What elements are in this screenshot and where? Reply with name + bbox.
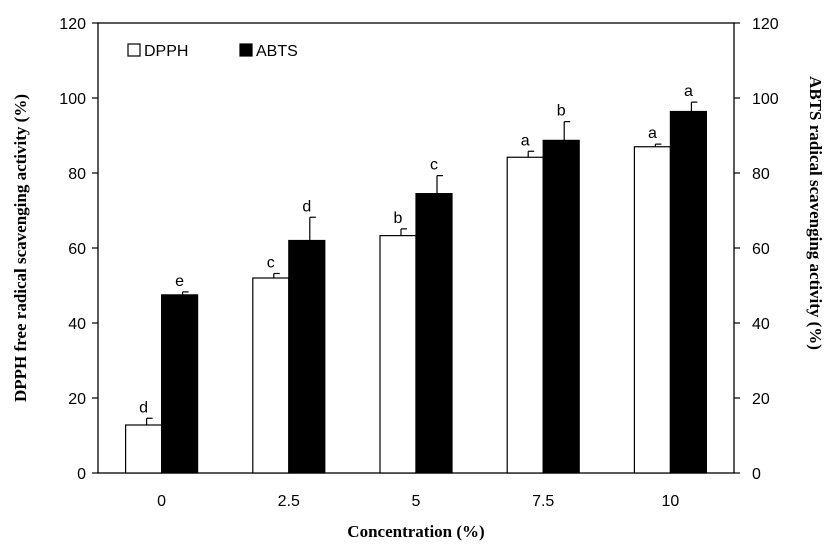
significance-letter-abts-10: a (684, 83, 693, 100)
y-tick-label-right-60: 60 (752, 241, 770, 258)
legend-swatch-abts (239, 43, 253, 57)
bar-abts-10 (669, 110, 708, 474)
y-tick-label-left-40: 40 (68, 316, 86, 333)
significance-letter-dpph-7.5: a (521, 132, 530, 149)
y-tick-label-right-80: 80 (752, 166, 770, 183)
significance-letter-abts-0: e (175, 273, 184, 290)
y-tick-label-left-100: 100 (59, 91, 86, 108)
significance-letter-dpph-5: b (394, 210, 403, 227)
x-tick-label-10: 10 (662, 493, 680, 510)
y-tick-label-left-120: 120 (59, 16, 86, 33)
y-tick-label-left-80: 80 (68, 166, 86, 183)
significance-letter-abts-5: c (430, 157, 438, 174)
bar-abts-2.5 (288, 239, 326, 474)
y-tick-label-right-40: 40 (752, 316, 770, 333)
bars-layer: d e c d b c a b a a (124, 83, 708, 474)
legend-label-abts: ABTS (256, 43, 298, 60)
y-tick-label-left-20: 20 (68, 391, 86, 408)
y-tick-label-right-120: 120 (752, 16, 779, 33)
legend-label-dpph: DPPH (144, 43, 188, 60)
significance-letter-dpph-0: d (139, 399, 148, 416)
bar-dpph-5 (379, 235, 417, 474)
y-tick-label-left-60: 60 (68, 241, 86, 258)
legend: DPPH ABTS (127, 43, 298, 60)
x-tick-label-7.5: 7.5 (532, 493, 554, 510)
bar-abts-7.5 (542, 139, 580, 474)
x-tick-label-5: 5 (412, 493, 421, 510)
significance-letter-dpph-10: a (648, 125, 657, 142)
y-tick-label-right-20: 20 (752, 391, 770, 408)
legend-swatch-dpph (127, 43, 141, 57)
y-tick-label-right-0: 0 (752, 466, 761, 483)
bar-abts-5 (415, 193, 453, 474)
bar-dpph-10 (633, 146, 672, 474)
bar-dpph-7.5 (506, 156, 544, 474)
y-axis-title-right: ABTS radical scavenging activity (%) (806, 76, 825, 350)
x-tick-label-2.5: 2.5 (278, 493, 300, 510)
bar-abts-0 (161, 294, 199, 474)
bar-dpph-0 (124, 424, 163, 474)
y-tick-label-left-0: 0 (77, 466, 86, 483)
y-tick-label-right-100: 100 (752, 91, 779, 108)
x-tick-label-0: 0 (157, 493, 166, 510)
bar-dpph-2.5 (252, 277, 290, 474)
y-axis-title-left: DPPH free radical scavenging activity (%… (11, 94, 30, 402)
significance-letter-abts-7.5: b (557, 103, 566, 120)
x-axis-title: Concentration (%) (347, 522, 484, 541)
significance-letter-abts-2.5: d (302, 198, 311, 215)
significance-letter-dpph-2.5: c (267, 255, 275, 272)
